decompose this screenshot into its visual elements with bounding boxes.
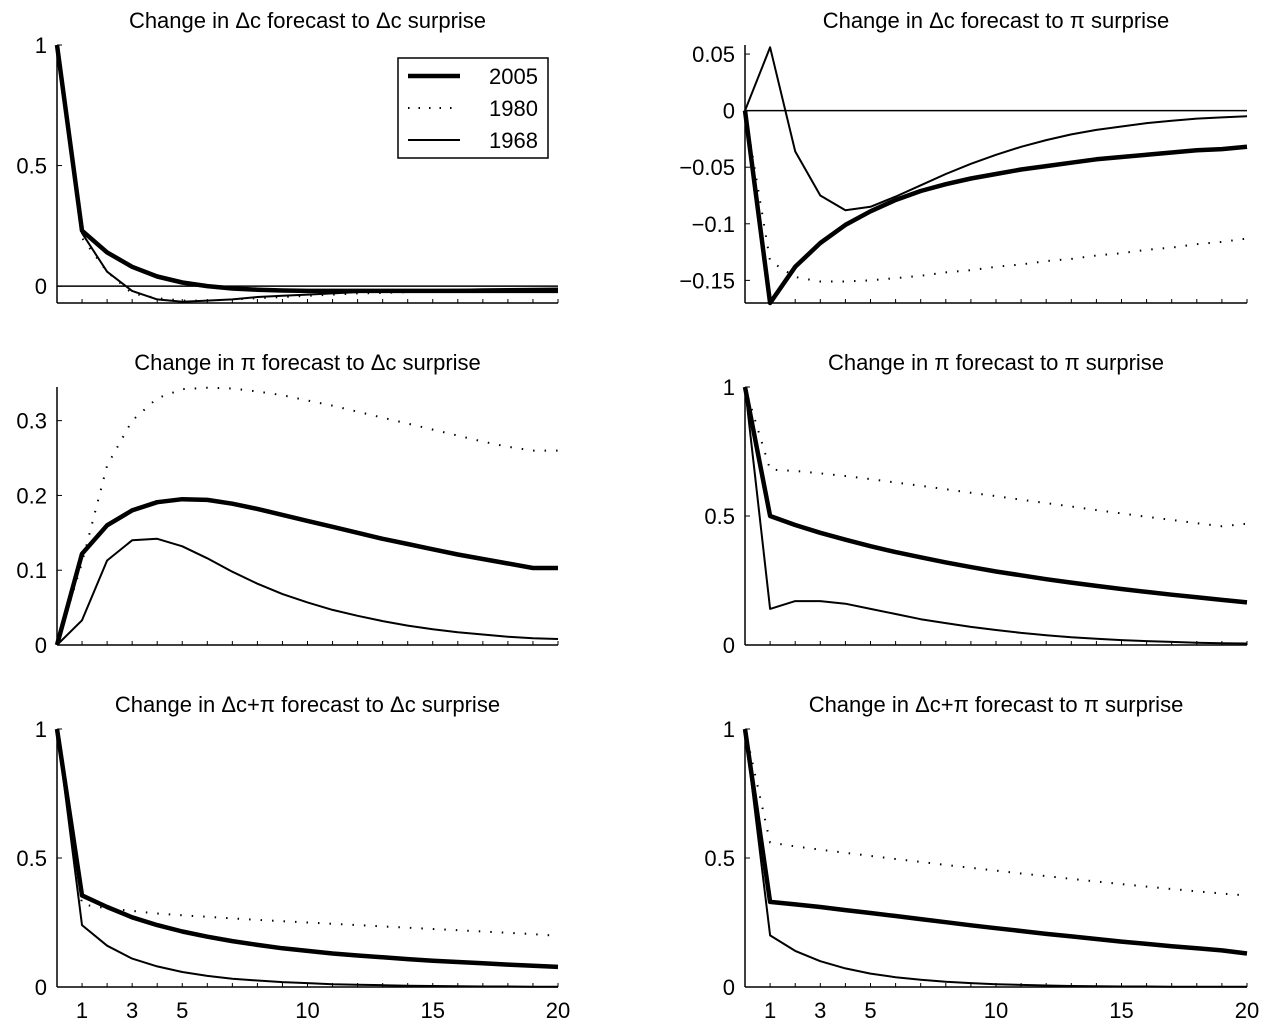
series-line-1968: [56, 537, 559, 646]
y-tick-label: 1: [723, 375, 735, 400]
legend: 2005 1980 1968: [397, 57, 549, 159]
series-line-2005: [54, 728, 559, 970]
y-tick-label: 0.5: [704, 504, 735, 529]
x-tick-label: 15: [1109, 998, 1133, 1023]
legend-label: 1968: [489, 128, 538, 153]
y-tick-label: 0: [723, 633, 735, 658]
series-line-1968: [56, 44, 559, 303]
series-line-2005: [742, 728, 1248, 956]
series-line-1980: [744, 728, 1248, 897]
y-tick-label: 1: [35, 33, 47, 58]
x-tick-label: 15: [421, 998, 445, 1023]
chart-title: Change in Δc forecast to Δc surprise: [129, 8, 486, 33]
x-tick-label: 20: [1235, 998, 1259, 1023]
series-line-2005: [742, 110, 1248, 306]
series-line-1968: [744, 728, 1247, 988]
y-tick-label: 0: [35, 633, 47, 658]
chart-panel-6: Change in Δc+π forecast to π surprise 0 0.…: [704, 692, 1259, 1023]
x-tick-label: 3: [126, 998, 138, 1023]
series-line-1968: [744, 386, 1248, 645]
series-line-1968: [56, 728, 558, 988]
series-line-2005: [742, 386, 1248, 605]
y-tick-label: 0: [35, 975, 47, 1000]
y-tick-label: 0: [723, 975, 735, 1000]
x-tick-label: 1: [764, 998, 776, 1023]
x-tick-label: 10: [984, 998, 1008, 1023]
chart-title: Change in Δc+π forecast to π surprise: [809, 692, 1184, 717]
y-tick-label: 0.5: [16, 846, 47, 871]
chart-title: Change in π forecast to π surprise: [828, 350, 1164, 375]
series-line-2005: [54, 496, 558, 646]
chart-title: Change in Δc+π forecast to Δc surprise: [115, 692, 500, 717]
series-line-1980: [56, 386, 558, 646]
y-tick-label: 0: [723, 99, 735, 124]
y-tick-label: 0.2: [16, 483, 47, 508]
chart-title: Change in π forecast to Δc surprise: [134, 350, 481, 375]
chart-panel-1: Change in Δc forecast to Δc surprise 0 0.5…: [16, 8, 559, 304]
y-tick-label: −0.15: [679, 268, 735, 293]
y-tick-label: 0.1: [16, 558, 47, 583]
chart-panel-4: Change in π forecast to π surprise 0 0.5 1: [704, 350, 1248, 658]
series-line-1968: [744, 46, 1248, 212]
x-tick-label: 1: [76, 998, 88, 1023]
x-tick-label: 20: [546, 998, 570, 1023]
y-tick-label: −0.05: [679, 155, 735, 180]
y-tick-label: 0: [35, 274, 47, 299]
y-tick-label: 1: [723, 717, 735, 742]
chart-panel-2: Change in Δc forecast to π surprise 0.05 0…: [679, 8, 1248, 306]
x-tick-label: 5: [864, 998, 876, 1023]
series-line-1980: [744, 110, 1248, 283]
legend-label: 2005: [489, 64, 538, 89]
x-tick-label: 3: [814, 998, 826, 1023]
series-line-1980: [56, 728, 559, 937]
chart-panel-5: Change in Δc+π forecast to Δc surprise 0 0…: [16, 692, 570, 1023]
y-tick-label: −0.1: [692, 212, 735, 237]
series-line-1980: [744, 386, 1248, 528]
legend-label: 1980: [489, 96, 538, 121]
series-line-2005: [54, 44, 558, 294]
y-tick-label: 0.3: [16, 409, 47, 434]
chart-panel-3: Change in π forecast to Δc surprise 0 0.1 0…: [16, 350, 559, 658]
y-tick-label: 0.5: [704, 846, 735, 871]
chart-title: Change in Δc forecast to π surprise: [823, 8, 1170, 33]
y-tick-label: 0.05: [692, 42, 735, 67]
x-tick-label: 5: [176, 998, 188, 1023]
y-tick-label: 0.5: [16, 154, 47, 179]
x-tick-label: 10: [295, 998, 319, 1023]
y-tick-label: 1: [35, 717, 47, 742]
